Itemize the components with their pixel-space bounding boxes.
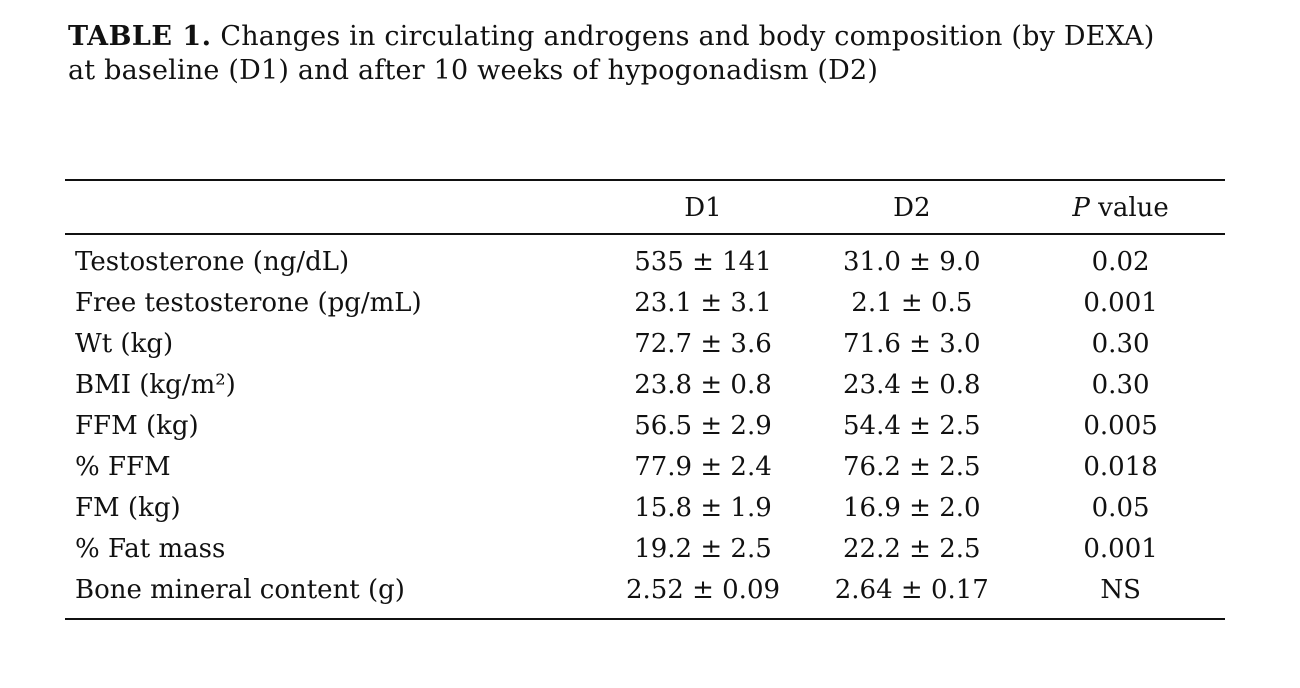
row-label: % FFM — [75, 451, 171, 482]
cell-p-value: 0.30 — [1091, 328, 1150, 359]
table-caption-text: Changes in circulating androgens and bod… — [68, 21, 1155, 86]
cell-p-value: 0.02 — [1091, 246, 1150, 277]
p-value-italic-p: P — [1072, 193, 1090, 223]
table-row: Testosterone (ng/dL) 535 ± 141 31.0 ± 9.… — [65, 234, 1225, 282]
table-row: Bone mineral content (g) 2.52 ± 0.09 2.6… — [65, 569, 1225, 619]
cell-p-value: 0.001 — [1083, 287, 1158, 318]
cell-d2: 71.6 ± 3.0 — [843, 328, 981, 359]
col-header-p-value: P value — [1016, 180, 1225, 235]
cell-d2: 31.0 ± 9.0 — [843, 246, 981, 277]
cell-d1: 19.2 ± 2.5 — [634, 533, 772, 564]
table-row: BMI (kg/m²) 23.8 ± 0.8 23.4 ± 0.8 0.30 — [65, 364, 1225, 405]
table-row: Wt (kg) 72.7 ± 3.6 71.6 ± 3.0 0.30 — [65, 323, 1225, 364]
row-label: Testosterone (ng/dL) — [75, 246, 350, 277]
col-header-d1: D1 — [598, 180, 808, 235]
cell-d1: 535 ± 141 — [634, 246, 772, 277]
table-caption: TABLE 1. Changes in circulating androgen… — [68, 20, 1158, 88]
table-row: FM (kg) 15.8 ± 1.9 16.9 ± 2.0 0.05 — [65, 487, 1225, 528]
row-label: FM (kg) — [75, 492, 181, 523]
cell-d2: 23.4 ± 0.8 — [843, 369, 981, 400]
col-header-blank — [65, 180, 599, 235]
cell-p-value: 0.001 — [1083, 533, 1158, 564]
row-label: BMI (kg/m²) — [75, 369, 236, 400]
cell-p-value: 0.05 — [1091, 492, 1150, 523]
cell-p-value: NS — [1100, 574, 1141, 605]
cell-d2: 16.9 ± 2.0 — [843, 492, 981, 523]
cell-p-value: 0.30 — [1091, 369, 1150, 400]
cell-d2: 54.4 ± 2.5 — [843, 410, 981, 441]
row-label: Wt (kg) — [75, 328, 174, 359]
table-row: % FFM 77.9 ± 2.4 76.2 ± 2.5 0.018 — [65, 446, 1225, 487]
table-row: % Fat mass 19.2 ± 2.5 22.2 ± 2.5 0.001 — [65, 528, 1225, 569]
p-value-rest: value — [1089, 193, 1169, 223]
table-caption-number: TABLE 1. — [68, 21, 212, 52]
cell-d1: 77.9 ± 2.4 — [634, 451, 772, 482]
cell-d2: 76.2 ± 2.5 — [843, 451, 981, 482]
data-table: D1 D2 P value Testosterone (ng/dL) 535 ±… — [65, 179, 1225, 620]
row-label: % Fat mass — [75, 533, 226, 564]
table-row: FFM (kg) 56.5 ± 2.9 54.4 ± 2.5 0.005 — [65, 405, 1225, 446]
cell-d1: 72.7 ± 3.6 — [634, 328, 772, 359]
col-header-d2: D2 — [807, 180, 1017, 235]
row-label: Bone mineral content (g) — [75, 574, 405, 605]
cell-p-value: 0.018 — [1083, 451, 1158, 482]
table-row: Free testosterone (pg/mL) 23.1 ± 3.1 2.1… — [65, 282, 1225, 323]
cell-d1: 15.8 ± 1.9 — [634, 492, 772, 523]
cell-d1: 23.8 ± 0.8 — [634, 369, 772, 400]
cell-d2: 2.1 ± 0.5 — [851, 287, 973, 318]
cell-d2: 22.2 ± 2.5 — [843, 533, 981, 564]
row-label: Free testosterone (pg/mL) — [75, 287, 422, 318]
cell-d2: 2.64 ± 0.17 — [834, 574, 989, 605]
cell-d1: 56.5 ± 2.9 — [634, 410, 772, 441]
cell-d1: 2.52 ± 0.09 — [625, 574, 781, 605]
header-row: D1 D2 P value — [65, 180, 1225, 235]
cell-d1: 23.1 ± 3.1 — [634, 287, 772, 318]
row-label: FFM (kg) — [75, 410, 199, 441]
cell-p-value: 0.005 — [1083, 410, 1158, 441]
